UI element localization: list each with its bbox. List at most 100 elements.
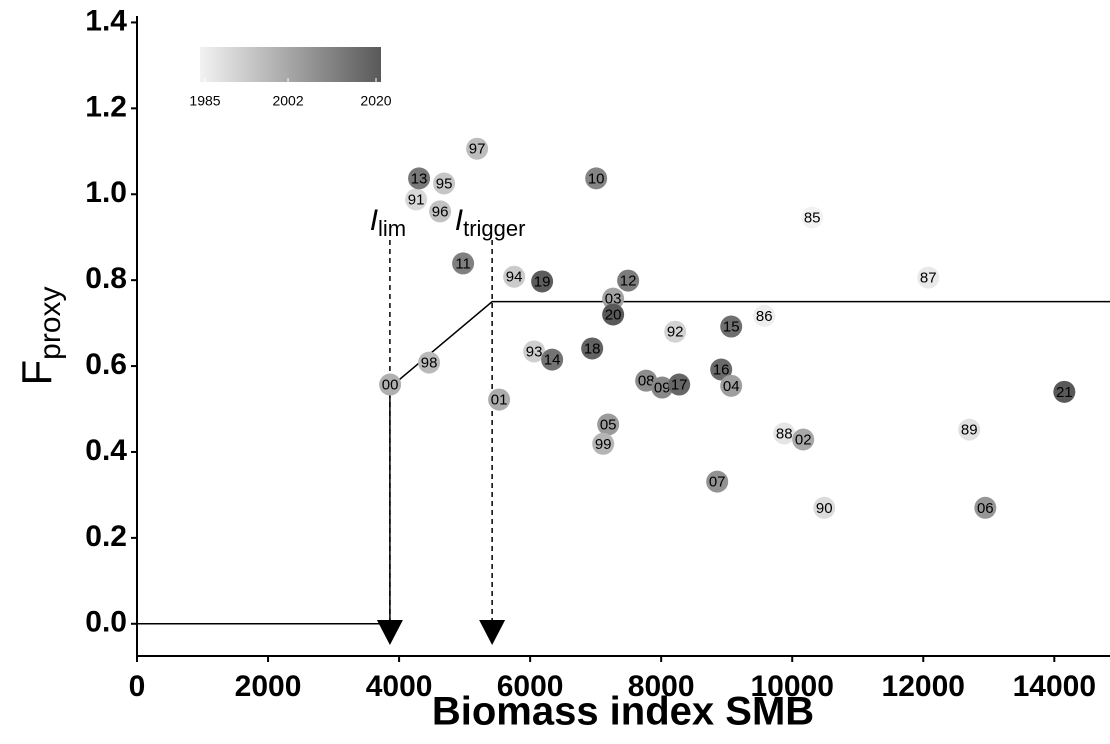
point: [753, 304, 776, 327]
point-label: 01: [491, 392, 508, 409]
point-label: 13: [411, 170, 428, 187]
point-label: 03: [605, 291, 622, 308]
point-label: 16: [713, 361, 730, 378]
x-tick-label: 8000: [628, 670, 695, 703]
y-tick-label: 1.4: [85, 4, 127, 37]
point: [801, 206, 824, 229]
x-tick-label: 2000: [235, 670, 302, 703]
y-label-sub: proxy: [34, 286, 67, 359]
point: [974, 496, 997, 519]
point-label: 97: [469, 141, 486, 158]
colorbar-tick-label: 1985: [189, 93, 220, 109]
point-label: 10: [588, 170, 605, 187]
point-label: 91: [408, 191, 425, 208]
point: [597, 413, 620, 436]
y-label-main: F: [13, 360, 60, 386]
y-tick-label: 1.2: [85, 90, 127, 123]
x-tick-label: 6000: [497, 670, 564, 703]
point-label: 02: [795, 431, 812, 448]
x-tick-label: 4000: [366, 670, 433, 703]
point-label: 99: [595, 436, 612, 453]
y-tick-label: 0.8: [85, 262, 127, 295]
y-tick-label: 0.6: [85, 348, 127, 381]
point-label: 04: [723, 378, 740, 395]
ref-label: Ilim: [370, 204, 406, 241]
point: [602, 287, 625, 310]
point: [720, 315, 743, 338]
ref-label: Itrigger: [455, 204, 526, 241]
point: [379, 373, 402, 396]
point-label: 14: [544, 352, 561, 369]
point-label: 15: [723, 319, 740, 336]
point-label: 98: [421, 355, 438, 372]
point-label: 17: [671, 377, 688, 394]
point: [452, 252, 475, 275]
ref-label-name: I: [455, 204, 463, 237]
point: [602, 303, 625, 326]
point: [405, 188, 428, 211]
point: [668, 373, 691, 396]
point-label: 89: [961, 422, 978, 439]
point-label: 08: [638, 373, 655, 390]
point: [541, 348, 564, 371]
point-label: 06: [977, 500, 994, 517]
point: [466, 137, 489, 160]
point: [1053, 380, 1076, 403]
point: [433, 172, 456, 195]
point-label: 86: [756, 308, 773, 325]
x-tick-label: 14000: [1013, 670, 1096, 703]
point: [523, 340, 546, 363]
point: [503, 265, 526, 288]
point-label: 20: [605, 306, 622, 323]
point: [651, 376, 674, 399]
point: [418, 351, 441, 374]
ref-label-sub: lim: [378, 216, 406, 241]
point: [408, 167, 431, 190]
point-label: 90: [816, 500, 833, 517]
point: [958, 418, 981, 441]
point: [581, 337, 604, 360]
colorbar-tick-label: 2020: [360, 93, 391, 109]
point-label: 11: [455, 255, 471, 272]
point: [792, 428, 815, 451]
point: [917, 266, 940, 289]
point: [592, 432, 615, 455]
point: [664, 320, 687, 343]
point-label: 93: [526, 343, 543, 360]
ref-arrow: [376, 620, 403, 645]
point: [531, 270, 554, 293]
point: [585, 167, 608, 190]
point-label: 88: [776, 425, 793, 442]
point-label: 87: [920, 270, 937, 287]
y-axis-label: Fproxy: [13, 286, 67, 385]
point: [710, 358, 733, 381]
x-tick-label: 0: [129, 670, 146, 703]
point: [773, 422, 796, 445]
y-tick-label: 0.0: [85, 606, 127, 639]
point-label: 21: [1056, 384, 1073, 401]
ref-label-sub: trigger: [463, 216, 525, 241]
point: [706, 470, 729, 493]
point: [617, 269, 640, 292]
point-label: 09: [654, 380, 671, 397]
point-label: 96: [432, 203, 449, 220]
point: [429, 200, 452, 223]
colorbar-tick-label: 2002: [272, 93, 303, 109]
y-tick-label: 1.0: [85, 176, 127, 209]
point-label: 92: [667, 324, 684, 341]
point-label: 07: [709, 474, 726, 491]
x-tick-label: 12000: [882, 670, 965, 703]
x-tick-label: 10000: [751, 670, 834, 703]
y-tick-label: 0.4: [85, 434, 127, 467]
point: [720, 374, 743, 397]
ref-arrow: [479, 620, 506, 645]
point-label: 95: [436, 175, 453, 192]
y-tick-label: 0.2: [85, 520, 127, 553]
ref-label-name: I: [370, 204, 378, 237]
point-label: 12: [620, 273, 637, 290]
x-axis-label: Biomass index SMB: [432, 690, 814, 734]
point-label: 18: [584, 340, 601, 357]
point-label: 00: [382, 377, 399, 394]
point-label: 85: [804, 209, 821, 226]
